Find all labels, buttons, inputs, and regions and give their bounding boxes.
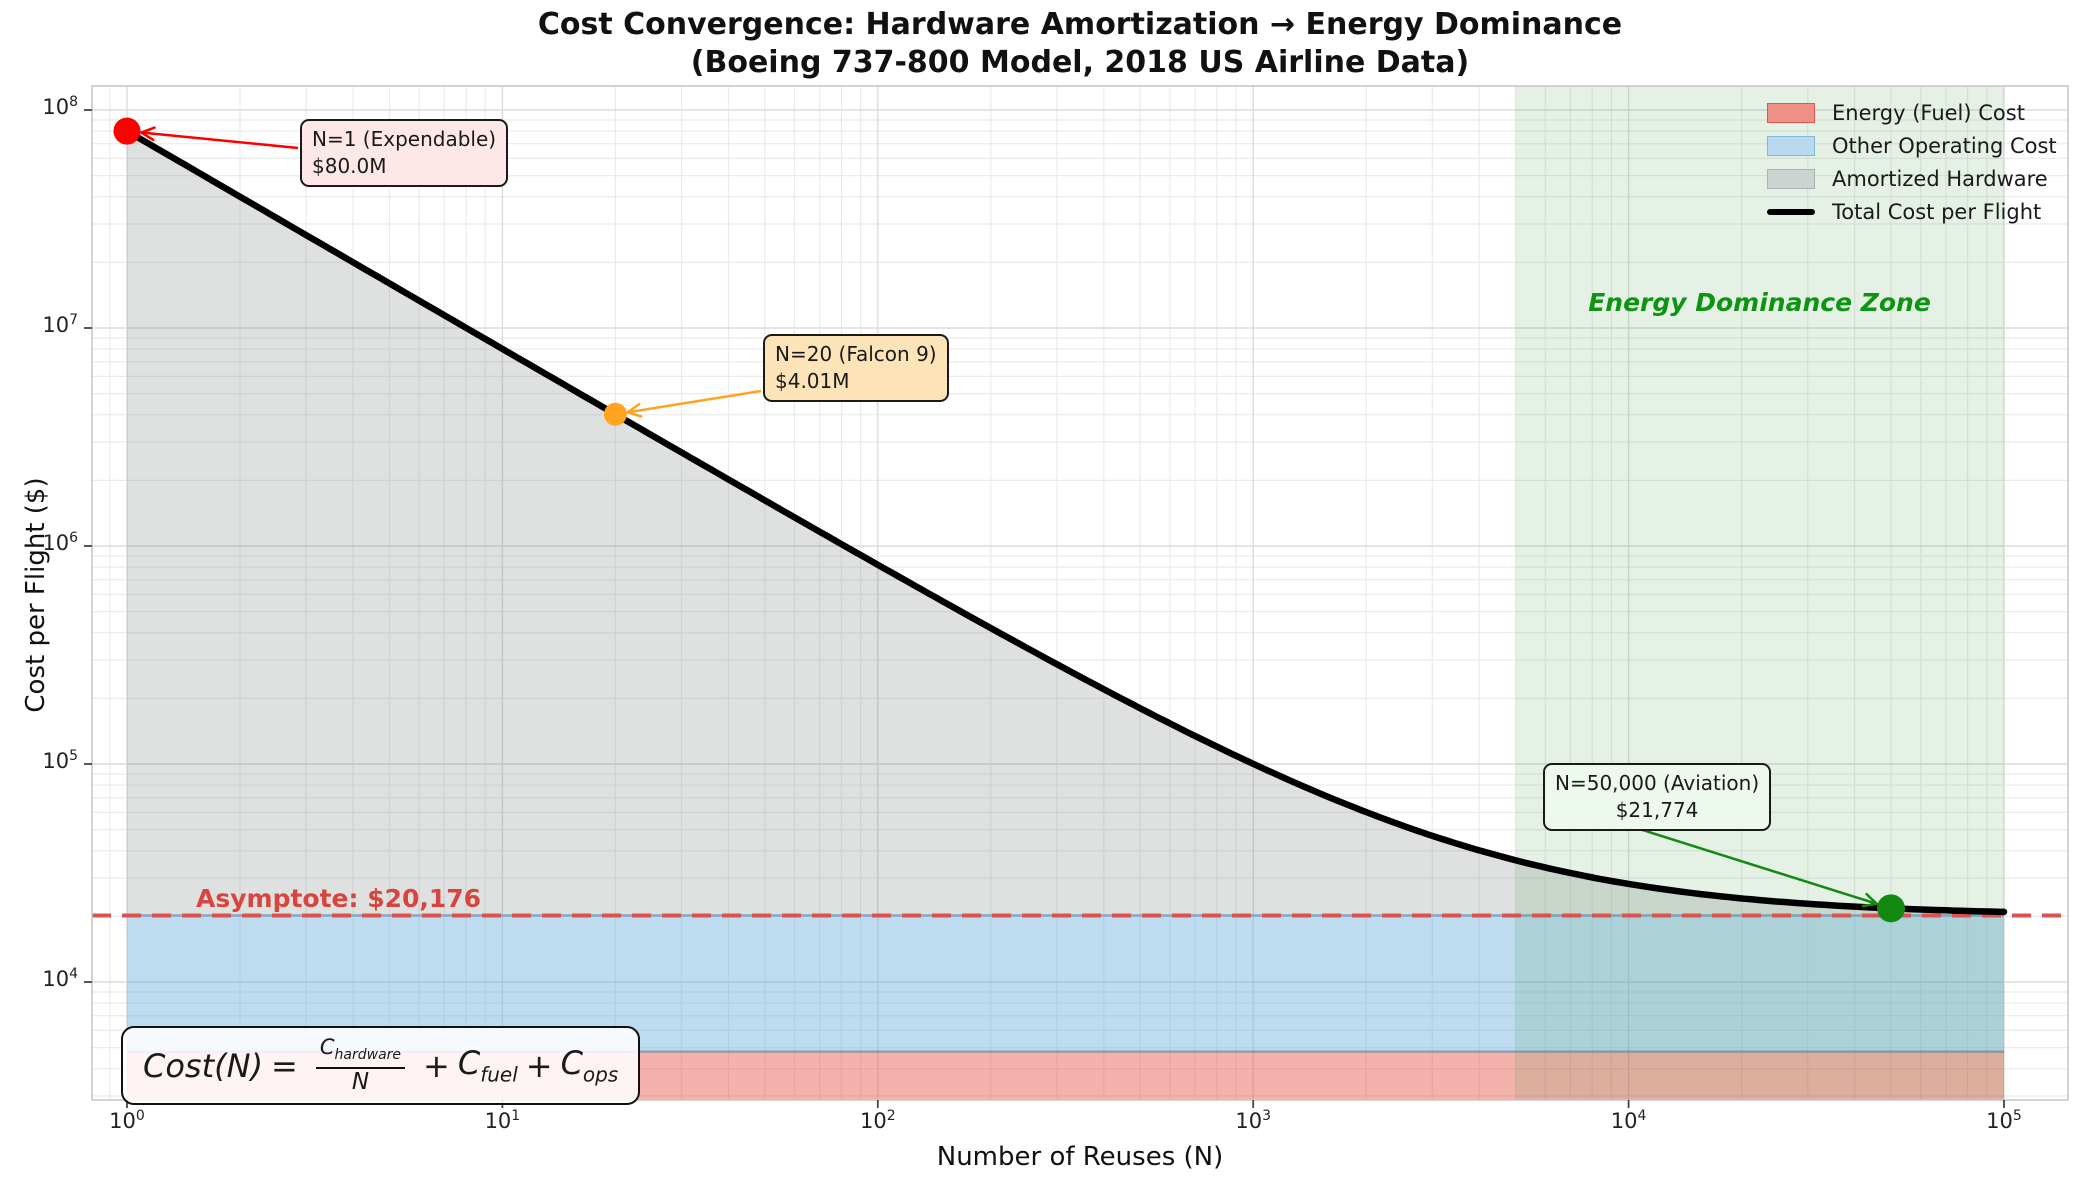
annotation-arrowhead	[626, 402, 641, 414]
annotation-arrowhead	[140, 126, 156, 134]
annotation-arrow	[141, 131, 299, 150]
tick-marks	[84, 109, 2005, 1108]
annotation-label: N=50,000 (Aviation)	[1555, 771, 1760, 795]
formula-plus2: +	[525, 1046, 553, 1085]
fuel-cost-swatch-icon	[1767, 102, 1815, 123]
chart-title-line2: (Boeing 737-800 Model, 2018 US Airline D…	[690, 45, 1470, 80]
annotation-arrowhead	[140, 131, 155, 142]
legend-label: Other Operating Cost	[1832, 133, 2057, 158]
y-tick-label: 104	[42, 966, 78, 991]
annotation-value: $21,774	[1615, 798, 1699, 822]
y-tick-label: 107	[42, 312, 78, 337]
data-point-dot-n50000	[1876, 894, 1905, 923]
total-cost-line-swatch-icon	[1767, 208, 1815, 215]
legend-item-total: Total Cost per Flight	[1767, 195, 2057, 228]
legend-label: Total Cost per Flight	[1832, 199, 2042, 224]
minor-gridlines	[92, 86, 2068, 1100]
formula-plus1: +	[423, 1046, 450, 1085]
amortized-hardware-area	[127, 131, 2004, 916]
annotation-arrow	[627, 389, 762, 414]
formula-numerator: Chardware	[319, 1035, 402, 1064]
annotation-arrowhead	[1861, 902, 1878, 908]
legend-item-ops: Other Operating Cost	[1767, 129, 2057, 162]
asymptote-label: Asymptote: $20,176	[196, 884, 482, 913]
x-tick-label: 102	[859, 1108, 896, 1133]
annotation-label: N=1 (Expendable)	[312, 127, 497, 151]
y-tick-label: 105	[42, 748, 78, 773]
amortized-hardware-swatch-icon	[1767, 168, 1815, 189]
x-tick-label: 104	[1610, 1108, 1647, 1133]
chart-title-line1: Cost Convergence: Hardware Amortization …	[537, 7, 1623, 42]
formula-term-ops: Cops	[560, 1044, 619, 1087]
annotation-n1-expendable: N=1 (Expendable) $80.0M	[300, 119, 509, 187]
formula-term-fuel: Cfuel	[457, 1044, 518, 1087]
annotation-value: $4.01M	[775, 369, 850, 393]
plot-spines	[91, 85, 2069, 1101]
annotation-label: N=20 (Falcon 9)	[775, 342, 937, 366]
legend-item-hardware: Amortized Hardware	[1767, 162, 2057, 195]
formula-denominator: N	[351, 1069, 370, 1096]
legend-label: Amortized Hardware	[1832, 166, 2048, 191]
fraction-bar	[315, 1067, 406, 1070]
data-point-dot-n20	[603, 402, 627, 426]
y-tick-label: 108	[42, 94, 78, 119]
legend: Energy (Fuel) Cost Other Operating Cost …	[1767, 96, 2057, 228]
y-axis-label: Cost per Flight ($)	[21, 477, 51, 713]
x-axis-label: Number of Reuses (N)	[936, 1142, 1224, 1172]
annotation-n50000-aviation: N=50,000 (Aviation) $21,774	[1543, 763, 1772, 831]
x-tick-label: 103	[1235, 1108, 1272, 1133]
annotation-arrowhead	[1865, 892, 1878, 906]
operating-cost-swatch-icon	[1767, 135, 1815, 156]
legend-item-fuel: Energy (Fuel) Cost	[1767, 96, 2057, 129]
annotation-arrow	[1632, 825, 1878, 906]
cost-formula: Cost(N) = Chardware N + Cfuel + Cops	[121, 1026, 641, 1106]
x-tick-label: 101	[484, 1108, 521, 1133]
energy-dominance-zone	[1515, 86, 2004, 1100]
chart-title: Cost Convergence: Hardware Amortization …	[92, 6, 2068, 82]
annotation-arrowhead	[626, 411, 643, 418]
formula-fraction: Chardware N	[315, 1035, 406, 1096]
energy-dominance-zone-label: Energy Dominance Zone	[1588, 288, 1931, 317]
x-tick-label: 100	[109, 1108, 145, 1133]
legend-label: Energy (Fuel) Cost	[1832, 100, 2025, 125]
data-point-dot-n1	[113, 117, 141, 145]
annotation-n20-falcon9: N=20 (Falcon 9) $4.01M	[763, 334, 949, 402]
formula-lhs: Cost(N)	[143, 1046, 264, 1085]
total-cost-curve	[123, 127, 2008, 916]
formula-equals: =	[271, 1046, 298, 1085]
y-tick-label: 106	[42, 530, 78, 555]
annotation-value: $80.0M	[312, 154, 387, 178]
x-tick-label: 105	[1986, 1108, 2022, 1133]
